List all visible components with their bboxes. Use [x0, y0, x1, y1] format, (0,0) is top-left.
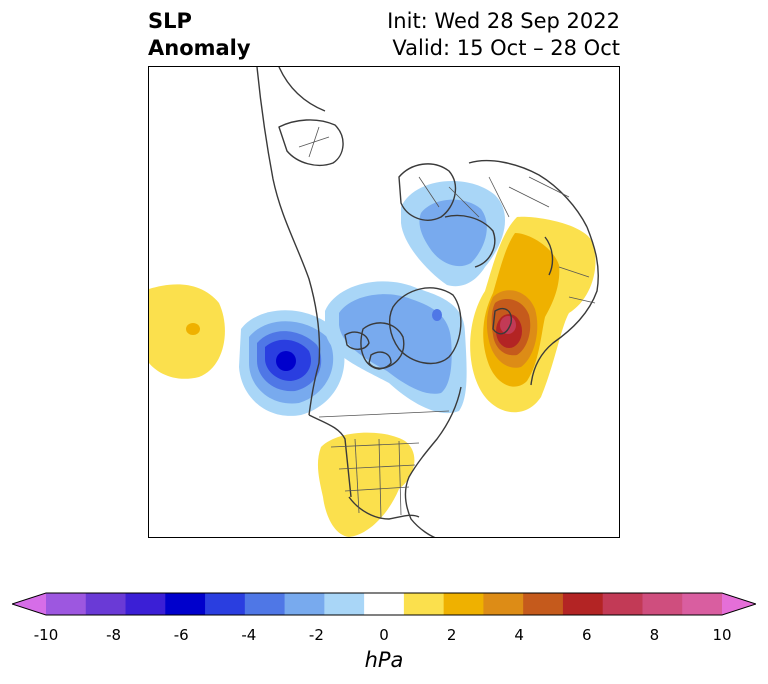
colorbar-tick-label: 8 — [649, 626, 660, 644]
map-title: SLP Anomaly — [148, 8, 251, 62]
atlantic-positive-anomaly — [149, 284, 225, 379]
colorbar-segment — [562, 593, 604, 615]
colorbar-segment — [165, 593, 206, 615]
valid-range: Valid: 15 Oct – 28 Oct — [392, 36, 620, 60]
colorbar-segment — [284, 593, 325, 615]
colorbar-tick-label: 2 — [446, 626, 457, 644]
forecast-dates: Init: Wed 28 Sep 2022 Valid: 15 Oct – 28… — [387, 8, 620, 62]
colorbar-segment — [85, 593, 127, 615]
colorbar-tick-label: -6 — [173, 626, 189, 644]
colorbar-outline — [12, 592, 756, 616]
colorbar-tick-label: -10 — [33, 626, 59, 644]
colorbar-segment — [125, 593, 166, 615]
colorbar-segment — [403, 593, 445, 615]
colorbar-segment — [443, 593, 484, 615]
colorbar-tick-label: 6 — [582, 626, 592, 644]
colorbar-segment — [642, 593, 683, 615]
gulf-of-alaska-negative-anomaly — [239, 310, 345, 416]
colorbar-tick-label: 0 — [379, 626, 389, 644]
colorbar-extend-max — [722, 593, 756, 615]
colorbar — [12, 592, 756, 616]
anomaly-map — [148, 66, 620, 538]
colorbar-segment — [602, 593, 643, 615]
colorbar-unit: hPa — [364, 648, 404, 672]
eurasia-negative-anomaly — [401, 181, 506, 287]
colorbar-tick-label: 4 — [514, 626, 524, 644]
colorbar-segment — [682, 593, 723, 615]
init-date: Init: Wed 28 Sep 2022 — [387, 9, 620, 33]
colorbar-segment — [205, 593, 246, 615]
colorbar-segment — [324, 593, 365, 615]
colorbar-tick-label: 10 — [712, 626, 732, 644]
northwest-pacific-positive-anomaly — [470, 216, 596, 413]
colorbar-segment — [523, 593, 564, 615]
political-borders — [298, 126, 596, 520]
central-us-positive-anomaly — [317, 432, 415, 537]
coastlines — [256, 67, 599, 537]
colorbar-segment — [483, 593, 524, 615]
colorbar-segment — [364, 593, 405, 615]
colorbar-segment — [46, 593, 87, 615]
colorbar-segment — [244, 593, 286, 615]
title-variable: SLP — [148, 9, 192, 33]
title-quantity: Anomaly — [148, 36, 251, 60]
colorbar-extend-min — [12, 593, 46, 615]
colorbar-tick-label: -8 — [106, 626, 122, 644]
colorbar-tick-label: -2 — [308, 626, 324, 644]
colorbar-tick-label: -4 — [241, 626, 257, 644]
